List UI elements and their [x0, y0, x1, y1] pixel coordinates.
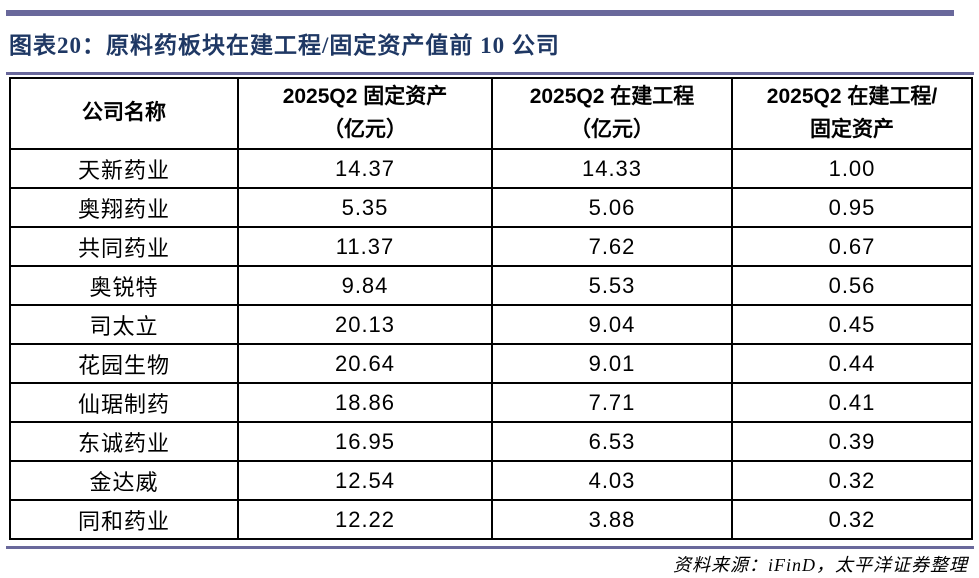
- fixed-assets-cell: 20.64: [237, 343, 493, 384]
- table-row: 花园生物 20.64 9.01 0.44: [9, 343, 973, 384]
- company-name-cell: 金达威: [9, 460, 239, 501]
- cip-cell: 3.88: [491, 499, 733, 540]
- cip-cell: 4.03: [491, 460, 733, 501]
- bottom-divider-rule: [6, 546, 974, 549]
- top-accent-bar: [6, 10, 954, 16]
- fixed-assets-cell: 16.95: [237, 421, 493, 462]
- ratio-cell: 0.39: [731, 421, 973, 462]
- header-row: 公司名称 2025Q2 固定资产 （亿元） 2025Q2 在建工程 （亿元） 2…: [9, 77, 973, 150]
- cip-cell: 7.71: [491, 382, 733, 423]
- source-note: 资料来源：iFinD，太平洋证券整理: [673, 555, 968, 575]
- ratio-cell: 0.95: [731, 187, 973, 228]
- fixed-assets-cell: 5.35: [237, 187, 493, 228]
- company-name-cell: 花园生物: [9, 343, 239, 384]
- table-row: 金达威 12.54 4.03 0.32: [9, 460, 973, 501]
- ratio-cell: 1.00: [731, 148, 973, 189]
- cip-cell: 7.62: [491, 226, 733, 267]
- table-row: 天新药业 14.37 14.33 1.00: [9, 148, 973, 189]
- data-table: 公司名称 2025Q2 固定资产 （亿元） 2025Q2 在建工程 （亿元） 2…: [9, 77, 973, 540]
- fixed-assets-cell: 11.37: [237, 226, 493, 267]
- col-header-ratio: 2025Q2 在建工程/ 固定资产: [731, 77, 973, 150]
- top-divider-rule: [6, 72, 974, 75]
- company-name-cell: 天新药业: [9, 148, 239, 189]
- fixed-assets-cell: 14.37: [237, 148, 493, 189]
- fixed-assets-cell: 12.22: [237, 499, 493, 540]
- table-row: 东诚药业 16.95 6.53 0.39: [9, 421, 973, 462]
- fixed-assets-cell: 9.84: [237, 265, 493, 306]
- cip-cell: 5.53: [491, 265, 733, 306]
- figure-title: 图表20：原料药板块在建工程/固定资产值前 10 公司: [9, 33, 560, 58]
- table-row: 共同药业 11.37 7.62 0.67: [9, 226, 973, 267]
- cip-cell: 5.06: [491, 187, 733, 228]
- company-name-cell: 仙琚制药: [9, 382, 239, 423]
- company-name-cell: 奥锐特: [9, 265, 239, 306]
- col-header-company: 公司名称: [9, 77, 239, 150]
- ratio-cell: 0.67: [731, 226, 973, 267]
- ratio-cell: 0.41: [731, 382, 973, 423]
- col-header-fixed-assets: 2025Q2 固定资产 （亿元）: [237, 77, 493, 150]
- table-row: 仙琚制药 18.86 7.71 0.41: [9, 382, 973, 423]
- table-row: 司太立 20.13 9.04 0.45: [9, 304, 973, 345]
- table-row: 奥锐特 9.84 5.53 0.56: [9, 265, 973, 306]
- fixed-assets-cell: 18.86: [237, 382, 493, 423]
- cip-cell: 6.53: [491, 421, 733, 462]
- cip-cell: 14.33: [491, 148, 733, 189]
- ratio-cell: 0.32: [731, 460, 973, 501]
- fixed-assets-cell: 12.54: [237, 460, 493, 501]
- company-name-cell: 奥翔药业: [9, 187, 239, 228]
- table-row: 同和药业 12.22 3.88 0.32: [9, 499, 973, 540]
- ratio-cell: 0.32: [731, 499, 973, 540]
- ratio-cell: 0.56: [731, 265, 973, 306]
- company-name-cell: 司太立: [9, 304, 239, 345]
- ratio-cell: 0.44: [731, 343, 973, 384]
- cip-cell: 9.04: [491, 304, 733, 345]
- company-name-cell: 共同药业: [9, 226, 239, 267]
- company-name-cell: 东诚药业: [9, 421, 239, 462]
- cip-cell: 9.01: [491, 343, 733, 384]
- col-header-construction-in-progress: 2025Q2 在建工程 （亿元）: [491, 77, 733, 150]
- ratio-cell: 0.45: [731, 304, 973, 345]
- company-name-cell: 同和药业: [9, 499, 239, 540]
- table-row: 奥翔药业 5.35 5.06 0.95: [9, 187, 973, 228]
- fixed-assets-cell: 20.13: [237, 304, 493, 345]
